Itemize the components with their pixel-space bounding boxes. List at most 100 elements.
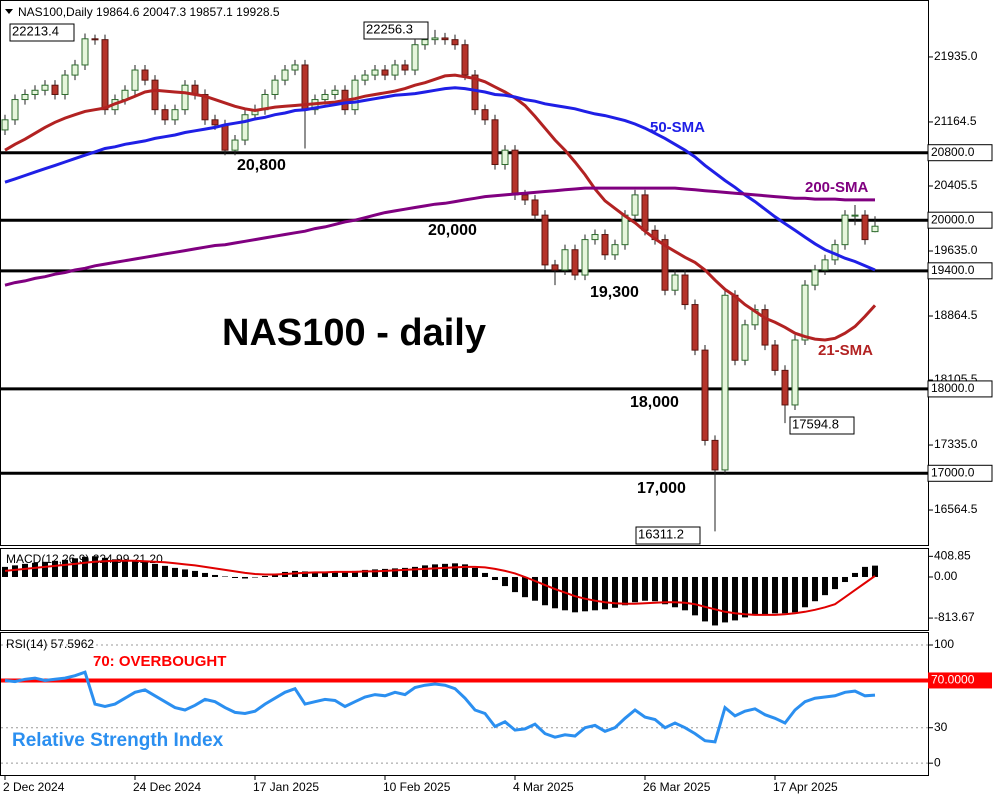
- macd-bar: [622, 576, 628, 606]
- candle-body: [471, 74, 479, 111]
- candle-body: [491, 119, 499, 166]
- macd-bar: [652, 576, 658, 602]
- candle-body: [271, 79, 279, 95]
- candle-body: [41, 84, 49, 91]
- x-tick-label: 4 Mar 2025: [513, 780, 574, 794]
- y-tick-label: 17335.0: [934, 437, 978, 451]
- level-annotation: 17,000: [637, 480, 686, 497]
- candle-body: [661, 239, 669, 291]
- candle-body: [131, 69, 139, 91]
- sma-label: 21-SMA: [818, 342, 873, 359]
- candle-body: [421, 39, 429, 46]
- macd-bar: [822, 576, 828, 596]
- overbought-text: 70: OVERBOUGHT: [93, 653, 226, 670]
- level-annotation: 20,800: [237, 157, 286, 174]
- candle-body: [631, 194, 639, 216]
- candle-body: [681, 274, 689, 306]
- candle-body: [721, 294, 729, 471]
- sma-line: [4, 86, 876, 272]
- macd-bar: [592, 576, 598, 611]
- macd-bar: [542, 576, 548, 606]
- sma-line: [4, 73, 877, 342]
- macd-bar: [22, 563, 28, 577]
- macd-bar: [852, 572, 858, 577]
- y-tick-label: 408.85: [934, 549, 971, 563]
- macd-bar: [422, 565, 428, 577]
- rsi-label: RSI(14) 57.5962: [6, 637, 94, 651]
- rsi-line: [4, 670, 876, 744]
- overbought-box: [928, 672, 992, 689]
- macd-bar: [402, 567, 408, 577]
- x-tick-label: 10 Feb 2025: [383, 780, 451, 794]
- macd-bar: [682, 576, 688, 611]
- macd-bar: [782, 576, 788, 614]
- price-callout-box: [635, 526, 701, 545]
- macd-bar: [12, 565, 18, 577]
- macd-bar: [372, 569, 378, 577]
- candle-body: [1, 119, 9, 131]
- y-tick-label: 0.00: [934, 569, 958, 583]
- macd-bar: [392, 568, 398, 577]
- macd-bar: [232, 576, 238, 578]
- sma-label: 50-SMA: [650, 119, 705, 136]
- macd-bar: [522, 576, 528, 598]
- macd-bar: [462, 564, 468, 577]
- macd-bar: [512, 576, 518, 593]
- macd-bar: [212, 574, 218, 577]
- price-callout: 16311.2: [638, 526, 684, 541]
- macd-bar: [862, 566, 868, 577]
- macd-bar: [172, 567, 178, 577]
- y-tick-label: 19635.0: [934, 243, 978, 257]
- price-callout: 17594.8: [792, 416, 839, 431]
- y-tick-label: 21164.5: [934, 114, 977, 128]
- candle-body: [791, 339, 799, 406]
- candle-body: [281, 69, 289, 81]
- macd-bar: [62, 559, 68, 577]
- candle-body: [151, 79, 159, 111]
- y-tick-label: 21935.0: [934, 49, 978, 63]
- y-tick-label: -813.67: [934, 610, 975, 624]
- candle-body: [81, 38, 89, 66]
- macd-bar: [812, 576, 818, 602]
- level-annotation: 20,000: [428, 222, 477, 239]
- macd-bar: [612, 576, 618, 608]
- level-box: [927, 464, 993, 482]
- macd-bar: [842, 576, 848, 583]
- macd-bar: [222, 576, 228, 577]
- candle-body: [31, 89, 39, 95]
- level-label: 19400.0: [931, 263, 975, 277]
- macd-bar: [872, 565, 878, 577]
- y-tick-label: 20405.5: [934, 178, 978, 192]
- candle-body: [211, 119, 219, 126]
- candle-body: [521, 194, 529, 201]
- candle-body: [761, 309, 769, 346]
- macd-bar: [302, 571, 308, 577]
- x-tick-label: 17 Jan 2025: [253, 780, 319, 794]
- candle-body: [401, 64, 409, 71]
- macd-bar: [72, 558, 78, 577]
- macd-bar: [132, 560, 138, 577]
- candle-body: [821, 259, 829, 271]
- macd-bar: [792, 576, 798, 613]
- candle-body: [441, 37, 449, 41]
- price-callout-box: [9, 23, 75, 42]
- x-tick-label: 26 Mar 2025: [643, 780, 711, 794]
- y-tick-label: 100: [934, 637, 954, 651]
- candle-body: [231, 139, 239, 151]
- candle-body: [431, 37, 439, 41]
- macd-bar: [122, 560, 128, 577]
- candle-body: [781, 369, 789, 406]
- macd-bar: [2, 566, 8, 577]
- candle-body: [321, 93, 329, 101]
- candle-body: [621, 214, 629, 246]
- macd-bar: [82, 556, 88, 577]
- macd-bar: [262, 575, 268, 577]
- candle-body: [161, 109, 169, 121]
- candle-body: [601, 234, 609, 256]
- candle-body: [811, 269, 819, 286]
- macd-bar: [712, 576, 718, 626]
- candle-body: [451, 39, 459, 46]
- macd-bar: [182, 569, 188, 577]
- chart-title: NAS100 - daily: [222, 312, 486, 354]
- candle-body: [171, 109, 179, 121]
